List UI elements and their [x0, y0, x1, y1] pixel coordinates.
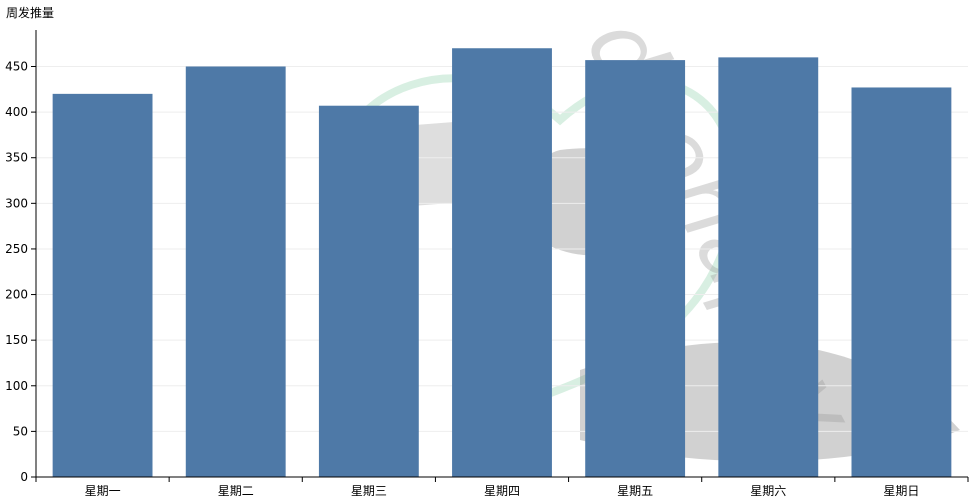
y-tick-label: 50 — [13, 424, 28, 438]
x-tick-label: 星期六 — [750, 484, 786, 498]
bar — [452, 48, 552, 477]
x-tick-label: 星期二 — [218, 484, 254, 498]
y-tick-label: 0 — [20, 470, 28, 484]
bar — [585, 60, 686, 478]
x-tick-label: 星期三 — [351, 484, 387, 498]
y-tick-label: 100 — [5, 379, 28, 393]
y-tick-label: 250 — [5, 242, 28, 256]
y-tick-label: 400 — [5, 105, 28, 119]
x-tick-label: 星期五 — [617, 484, 653, 498]
x-tick-label: 星期日 — [883, 484, 919, 498]
y-tick-label: 200 — [5, 288, 28, 302]
y-axis-label: 周发推量 — [6, 5, 54, 20]
x-tick-label: 星期一 — [85, 484, 121, 498]
axes: 0 50 100 150 200 250 300 350 400 450 星期一 星期二 星期三 星期四 星… — [5, 30, 969, 498]
bar — [318, 105, 419, 478]
y-tick-label: 450 — [5, 59, 28, 73]
bar — [851, 87, 952, 477]
bars — [52, 48, 952, 478]
bar — [52, 93, 153, 477]
x-tick-label: 星期四 — [484, 484, 520, 498]
bar — [718, 57, 819, 478]
y-tick-label: 350 — [5, 151, 28, 165]
y-tick-label: 300 — [5, 196, 28, 210]
y-tick-label: 150 — [5, 333, 28, 347]
bar — [185, 66, 286, 477]
